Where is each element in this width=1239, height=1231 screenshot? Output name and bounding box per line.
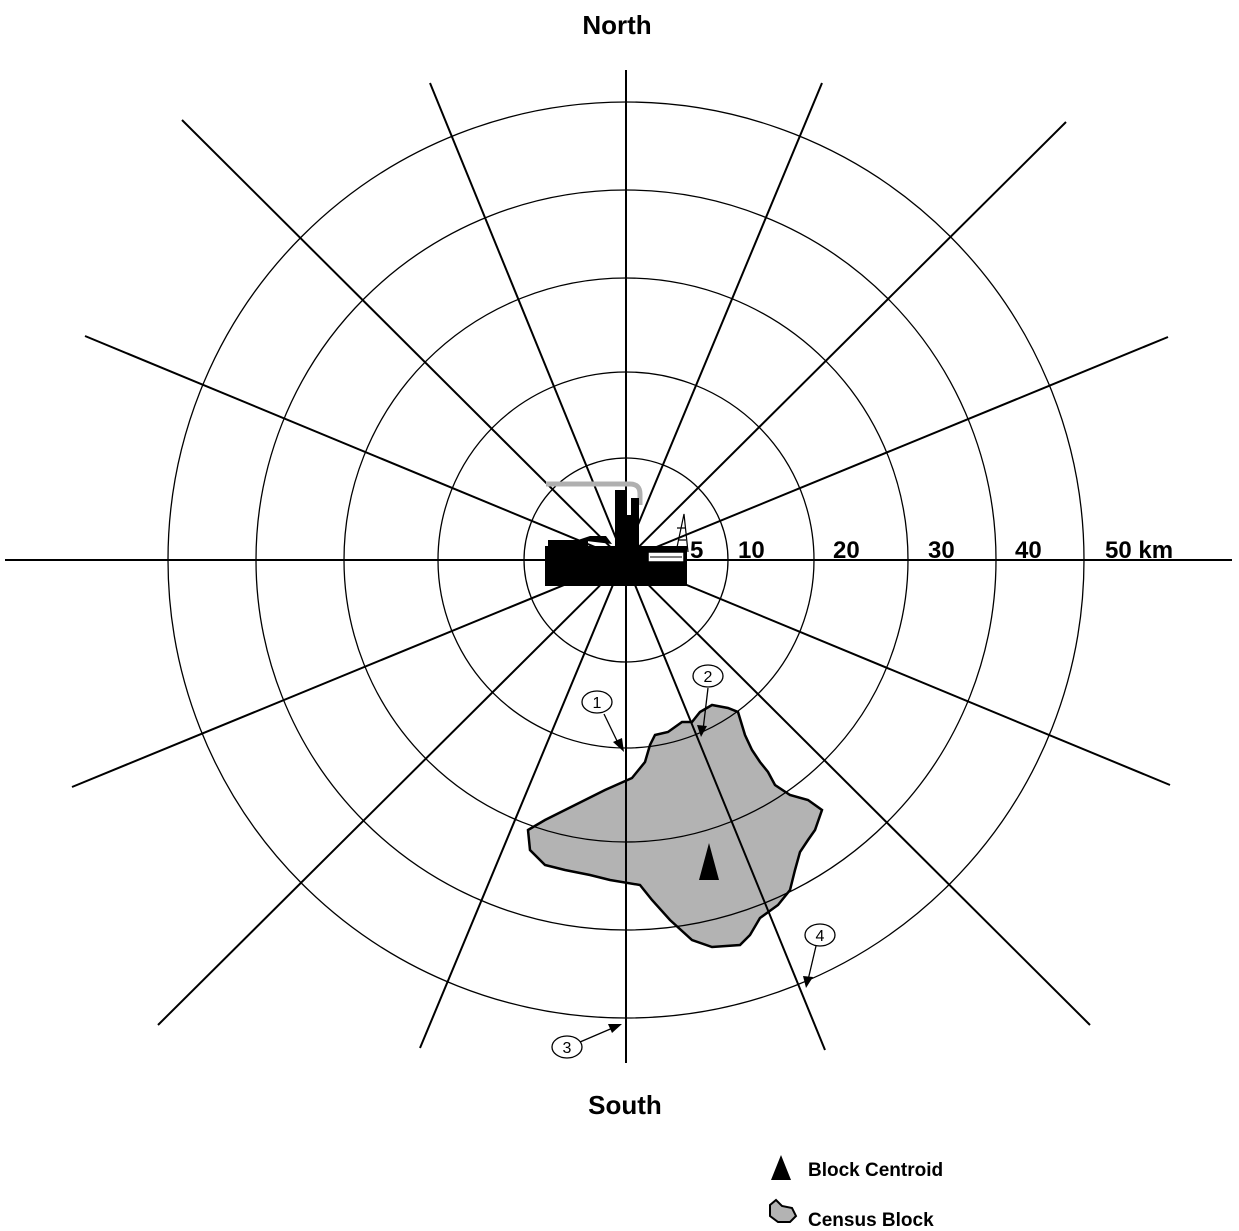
ring-label-30: 30 xyxy=(928,537,955,564)
callout-2: 2 xyxy=(692,664,724,737)
block-centroid-marker xyxy=(699,843,719,880)
legend-block-label: Census Block xyxy=(808,1210,934,1231)
census-block-polygon xyxy=(526,703,824,949)
ring-label-10: 10 xyxy=(738,537,765,564)
ring-label-20: 20 xyxy=(833,537,860,564)
callout-3: 3 xyxy=(551,1024,622,1059)
legend-block-shape-icon xyxy=(769,1198,798,1223)
north-label: North xyxy=(582,10,651,40)
callout-3-number: 3 xyxy=(563,1040,572,1057)
callout-1: 1 xyxy=(581,690,624,752)
legend: Block Centroid Census Block xyxy=(769,1155,943,1231)
callout-1-number: 1 xyxy=(593,695,602,712)
callout-2-number: 2 xyxy=(704,669,713,686)
ring-label-50km: 50 km xyxy=(1105,537,1173,564)
ring-label-40: 40 xyxy=(1015,537,1042,564)
facility-icon xyxy=(545,481,689,586)
callout-4-number: 4 xyxy=(816,928,825,945)
callout-4: 4 xyxy=(803,923,836,988)
legend-centroid-label: Block Centroid xyxy=(808,1160,943,1181)
legend-centroid-triangle-icon xyxy=(771,1155,791,1180)
ring-labels: 5 10 20 30 40 50 km xyxy=(690,537,1173,564)
south-label: South xyxy=(588,1090,662,1120)
ring-label-5: 5 xyxy=(690,537,703,564)
